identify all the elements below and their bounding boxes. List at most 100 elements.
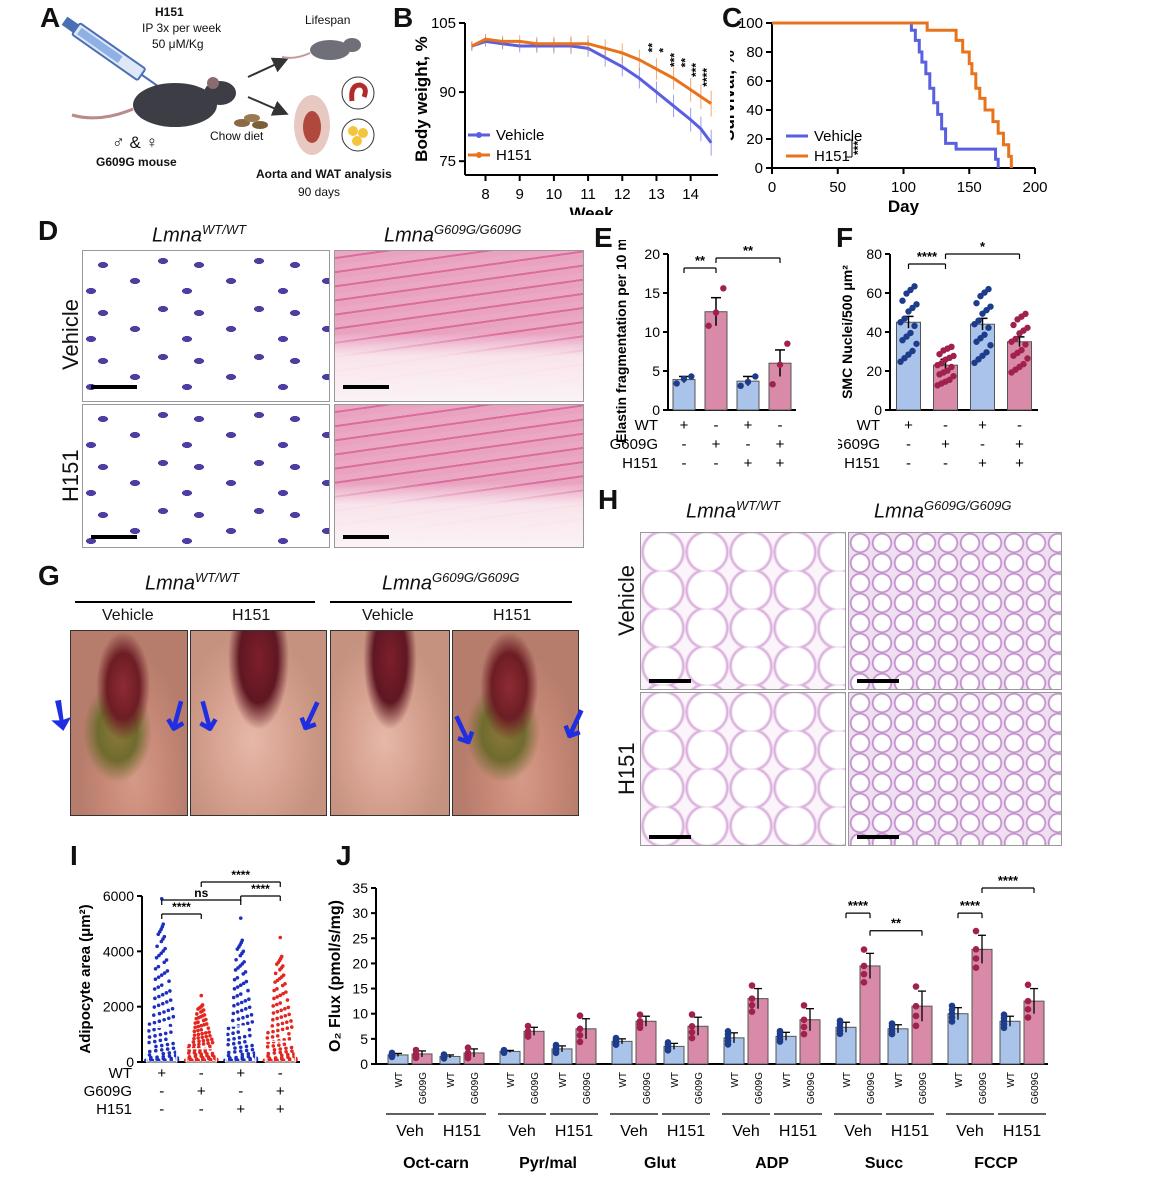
data-point bbox=[612, 1036, 620, 1044]
histology-wt-h151 bbox=[82, 404, 330, 548]
data-point bbox=[800, 1002, 808, 1009]
data-point bbox=[160, 1001, 165, 1006]
genotype-label: G609G bbox=[918, 1072, 929, 1104]
data-point bbox=[249, 1013, 254, 1017]
data-point bbox=[911, 322, 918, 330]
data-point bbox=[156, 964, 161, 969]
treatment-label: H151 bbox=[555, 1123, 593, 1140]
genotype-label: WT bbox=[730, 1072, 741, 1088]
data-point bbox=[271, 1017, 275, 1022]
sex-symbols: ♂ & ♀ bbox=[112, 133, 159, 152]
data-point bbox=[748, 995, 756, 1002]
data-point bbox=[226, 1042, 230, 1047]
data-point bbox=[279, 954, 284, 959]
data-point bbox=[1010, 321, 1017, 329]
data-point bbox=[440, 1052, 448, 1059]
data-point bbox=[246, 1054, 251, 1059]
data-point bbox=[234, 1057, 238, 1062]
significance-label: ** bbox=[678, 58, 692, 68]
h-col2-title: LmnaG609G/G609G bbox=[874, 498, 1012, 523]
data-point bbox=[159, 951, 164, 956]
data-point bbox=[776, 361, 784, 368]
y-axis-label: Body weight, % bbox=[412, 36, 431, 162]
data-point bbox=[688, 373, 695, 380]
data-point bbox=[287, 1031, 291, 1036]
row-symbol: - bbox=[906, 455, 911, 472]
significance-label: **** bbox=[998, 873, 1019, 888]
data-point bbox=[232, 987, 237, 991]
row-symbol: + bbox=[276, 1083, 285, 1100]
data-point bbox=[278, 993, 283, 998]
data-point bbox=[1024, 1014, 1032, 1021]
data-point bbox=[972, 955, 980, 962]
data-point bbox=[192, 1050, 197, 1055]
genotype-label: WT bbox=[394, 1072, 405, 1088]
data-point bbox=[165, 1047, 170, 1051]
genotype-label: WT bbox=[842, 1072, 853, 1088]
genotype-label: WT bbox=[670, 1072, 681, 1088]
y-axis-label: Survival, % bbox=[730, 50, 738, 141]
data-point bbox=[500, 1047, 508, 1055]
series-line-h151 bbox=[471, 37, 713, 105]
data-point bbox=[205, 1038, 210, 1042]
data-point bbox=[836, 1020, 844, 1028]
dissected-mouse-icon bbox=[294, 95, 330, 155]
data-point bbox=[196, 1032, 201, 1037]
significance-label: **** bbox=[172, 900, 191, 914]
data-point bbox=[636, 1011, 644, 1019]
row-symbol: + bbox=[712, 436, 721, 453]
data-point bbox=[724, 1031, 732, 1038]
data-point bbox=[235, 985, 240, 989]
y-tick-label: 75 bbox=[439, 153, 456, 170]
g-sub4: H151 bbox=[493, 607, 532, 624]
genotype-label: G609G bbox=[530, 1072, 541, 1104]
data-point bbox=[272, 1051, 277, 1055]
x-tick-label: 0 bbox=[768, 179, 776, 196]
data-point bbox=[147, 1053, 152, 1057]
data-point bbox=[239, 1008, 244, 1013]
data-point bbox=[246, 1052, 251, 1056]
data-point bbox=[283, 982, 287, 986]
data-point bbox=[284, 1049, 288, 1054]
data-point bbox=[238, 992, 243, 996]
photo-wt-h151 bbox=[190, 630, 327, 816]
data-point bbox=[1022, 310, 1029, 318]
data-point bbox=[688, 1022, 696, 1030]
legend-label: Vehicle bbox=[496, 127, 544, 144]
data-point bbox=[159, 983, 164, 987]
y-tick-label: 2000 bbox=[103, 999, 134, 1015]
data-point bbox=[243, 1007, 248, 1011]
genotype-label: WT bbox=[894, 1072, 905, 1088]
d-row1-label: Vehicle bbox=[58, 299, 83, 370]
data-point bbox=[152, 1039, 157, 1044]
row-symbol: + bbox=[904, 417, 913, 434]
data-point bbox=[231, 995, 236, 1000]
data-point bbox=[275, 1009, 280, 1014]
data-point bbox=[210, 1053, 215, 1058]
row-label: G609G bbox=[84, 1083, 132, 1100]
data-point bbox=[167, 979, 171, 984]
data-point bbox=[944, 367, 951, 374]
data-point bbox=[1024, 997, 1032, 1005]
photo-g609g-vehicle bbox=[330, 630, 450, 816]
data-point bbox=[1018, 346, 1025, 354]
treatment-label: Veh bbox=[620, 1123, 648, 1140]
data-point bbox=[987, 342, 994, 349]
data-point bbox=[239, 1000, 244, 1005]
treatment-label: H151 bbox=[1003, 1123, 1041, 1140]
row-symbol: + bbox=[236, 1101, 245, 1118]
data-point bbox=[1022, 341, 1029, 348]
y-tick-label: 20 bbox=[866, 363, 882, 379]
treatment-label: Veh bbox=[508, 1123, 536, 1140]
data-point bbox=[276, 1022, 280, 1027]
row-symbol: - bbox=[1017, 417, 1022, 434]
data-point bbox=[236, 1030, 241, 1034]
data-point bbox=[282, 1042, 287, 1047]
data-point bbox=[985, 324, 992, 331]
data-point bbox=[210, 1040, 215, 1045]
data-point bbox=[278, 1047, 283, 1051]
significance-label: *** bbox=[689, 63, 703, 77]
data-point bbox=[232, 977, 237, 982]
data-point bbox=[987, 303, 994, 310]
data-point bbox=[209, 1037, 214, 1042]
